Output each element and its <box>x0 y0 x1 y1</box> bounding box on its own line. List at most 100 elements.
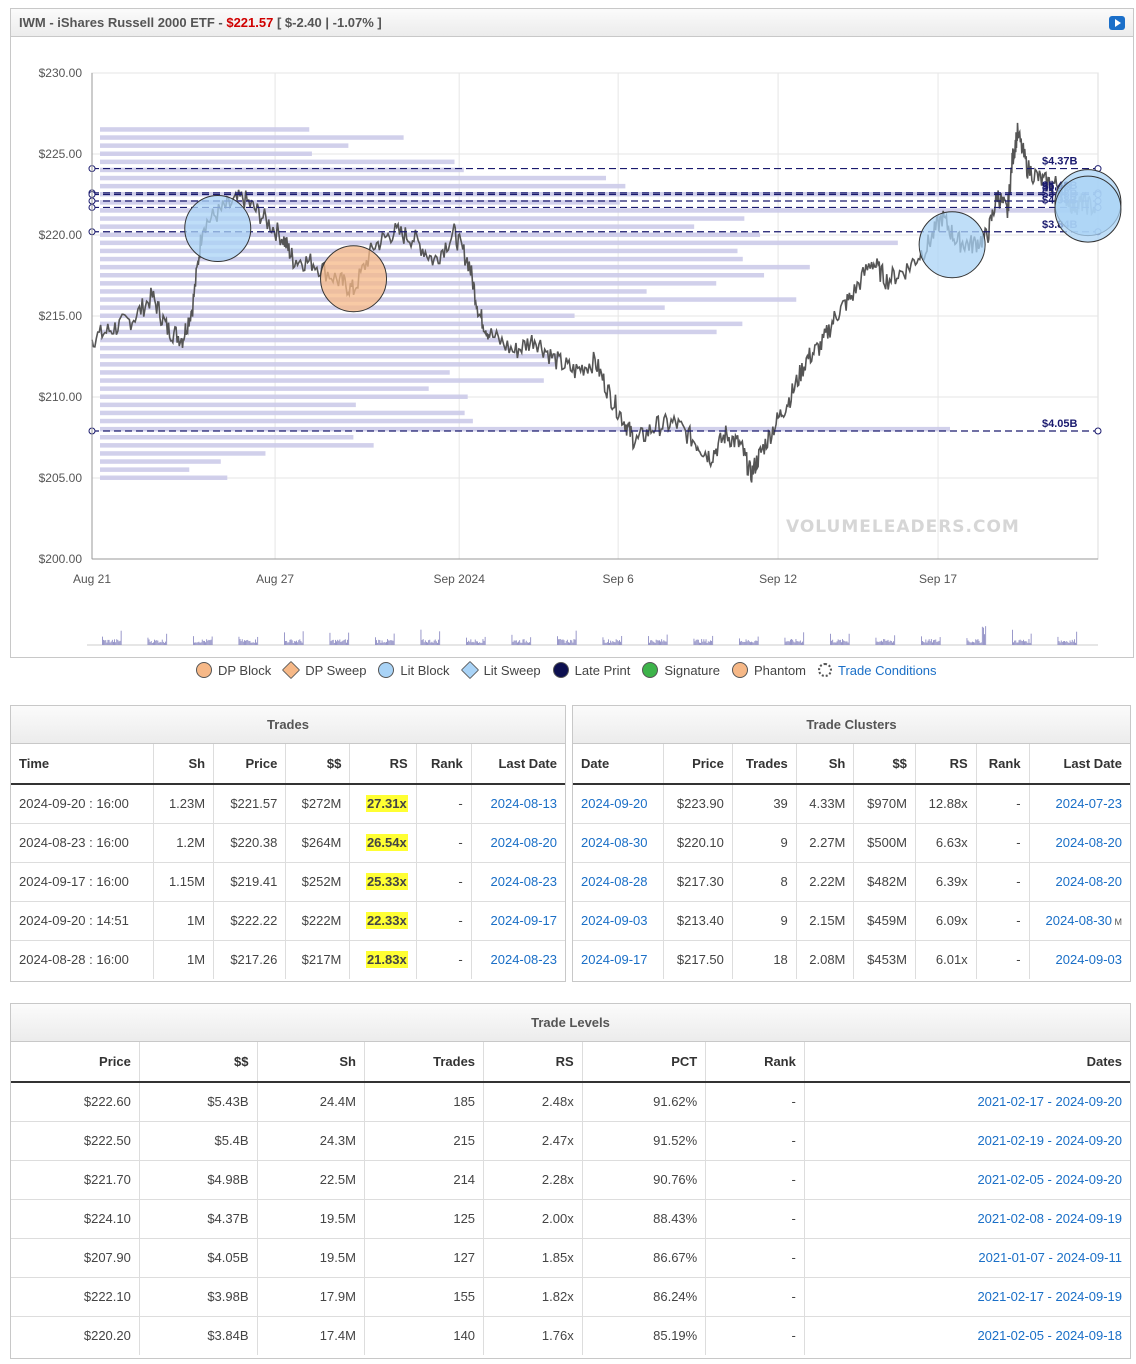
trade-markers[interactable] <box>184 169 1122 313</box>
volume-bar <box>701 639 703 645</box>
clusters-cell: 2024-08-20 <box>1029 822 1130 862</box>
levels-col-rank[interactable]: Rank <box>705 1042 805 1083</box>
levels-cell: 2.28x <box>483 1159 583 1199</box>
volume-bar <box>160 642 162 645</box>
levels-date-link[interactable]: 2021-02-05 - 2024-09-20 <box>977 1172 1122 1187</box>
clusters-col-rank[interactable]: Rank <box>976 744 1030 785</box>
levels-col-price[interactable]: Price <box>11 1042 140 1083</box>
volume-bar <box>423 642 425 645</box>
legend-lit-sweep[interactable]: Lit Sweep <box>460 660 541 680</box>
levels-date-link[interactable]: 2021-02-08 - 2024-09-19 <box>977 1211 1122 1226</box>
clusters-date-link[interactable]: 2024-08-30 <box>581 835 648 850</box>
trade-conditions-link[interactable]: Trade Conditions <box>818 663 937 678</box>
legend-late-print[interactable]: Late Print <box>552 662 630 678</box>
levels-cell: 22.5M <box>257 1159 365 1199</box>
levels-col-[interactable]: $$ <box>139 1042 258 1083</box>
levels-col-trades[interactable]: Trades <box>364 1042 485 1083</box>
levels-date-link[interactable]: 2021-02-05 - 2024-09-18 <box>977 1328 1122 1344</box>
trades-date-link[interactable]: 2024-08-20 <box>490 835 558 850</box>
clusters-col-[interactable]: $$ <box>853 744 916 785</box>
clusters-cell: $500M <box>853 822 916 862</box>
levels-date-link[interactable]: 2021-02-19 - 2024-09-20 <box>977 1133 1122 1148</box>
volume-bar <box>620 641 621 645</box>
volume-bar <box>743 641 745 645</box>
volume-bar <box>106 642 108 645</box>
clusters-date-link[interactable]: 2024-08-30 <box>1045 913 1113 928</box>
volume-bar <box>333 642 335 645</box>
volume-bar <box>481 642 483 645</box>
trades-title: Trades <box>11 706 565 744</box>
volume-bar <box>1066 641 1068 645</box>
clusters-cell: 2024-09-03 <box>573 900 664 940</box>
volume-profile-bar <box>100 370 450 375</box>
clusters-date-link[interactable]: 2024-09-17 <box>581 952 648 968</box>
volume-bar <box>301 642 303 645</box>
volume-bar <box>605 642 607 645</box>
video-icon[interactable] <box>1109 16 1125 30</box>
clusters-date-link[interactable]: 2024-08-20 <box>1055 874 1123 889</box>
trades-date-link[interactable]: 2024-09-17 <box>490 913 558 928</box>
volume-bar <box>344 639 346 645</box>
clusters-date-link[interactable]: 2024-09-20 <box>581 796 648 812</box>
clusters-col-date[interactable]: Date <box>573 744 664 785</box>
trades-date-link[interactable]: 2024-08-13 <box>490 796 558 812</box>
x-tick-label: Aug 27 <box>256 572 294 586</box>
trades-col-rs[interactable]: RS <box>349 744 417 785</box>
volume-profile-bar <box>100 337 503 343</box>
legend-signature[interactable]: Signature <box>642 662 720 678</box>
clusters-date-link[interactable]: 2024-08-20 <box>1055 835 1123 850</box>
clusters-col-rs[interactable]: RS <box>915 744 977 785</box>
levels-date-link[interactable]: 2021-02-17 - 2024-09-19 <box>977 1289 1122 1304</box>
legend-dp-block[interactable]: DP Block <box>196 662 271 678</box>
volume-bar <box>564 642 566 645</box>
levels-cell: 2021-01-07 - 2024-09-11 <box>804 1237 1130 1277</box>
volume-bar <box>484 636 486 645</box>
legend-phantom[interactable]: Phantom <box>731 662 806 678</box>
volume-bar <box>561 640 563 645</box>
levels-col-dates[interactable]: Dates <box>804 1042 1130 1083</box>
clusters-col-last-date[interactable]: Last Date <box>1029 744 1130 785</box>
levels-col-sh[interactable]: Sh <box>257 1042 365 1083</box>
volume-bar <box>253 642 255 645</box>
chart-legend: DP Block DP Sweep Lit Block Lit Sweep La… <box>196 660 949 680</box>
rs-highlight: 26.54x <box>365 834 408 851</box>
clusters-date-link[interactable]: 2024-09-03 <box>581 913 648 928</box>
volume-profile-bar <box>100 426 950 432</box>
volume-bar <box>750 642 751 645</box>
trades-col-sh[interactable]: Sh <box>153 744 215 785</box>
volume-bar <box>930 639 932 645</box>
legend-dp-sweep[interactable]: DP Sweep <box>282 660 366 680</box>
levels-cell: - <box>705 1159 805 1199</box>
volume-bar <box>797 641 799 645</box>
levels-date-link[interactable]: 2021-01-07 - 2024-09-11 <box>978 1250 1122 1265</box>
levels-date-link[interactable]: 2021-02-17 - 2024-09-20 <box>977 1094 1122 1110</box>
volume-bar <box>612 641 614 645</box>
volume-bar <box>847 642 849 645</box>
trades-col-time[interactable]: Time <box>11 744 155 785</box>
trades-col-last-date[interactable]: Last Date <box>471 744 565 785</box>
levels-cell: 90.76% <box>582 1159 707 1199</box>
levels-col-pct[interactable]: PCT <box>582 1042 707 1083</box>
volume-bar <box>973 642 974 645</box>
trades-cell: $252M <box>285 861 351 901</box>
price-chart[interactable]: $4.37B$5.43B$5.4B$3.98B$4.98B$3.84B$4.05… <box>11 38 1133 658</box>
levels-col-rs[interactable]: RS <box>483 1042 583 1083</box>
trades-col-price[interactable]: Price <box>213 744 287 785</box>
trades-date-link[interactable]: 2024-08-23 <box>490 952 558 968</box>
clusters-col-sh[interactable]: Sh <box>796 744 855 785</box>
clusters-date-link[interactable]: 2024-09-03 <box>1055 952 1123 968</box>
legend-lit-block[interactable]: Lit Block <box>378 662 450 678</box>
volume-bar <box>710 640 711 645</box>
volume-bar <box>438 639 439 645</box>
volume-bar <box>194 642 195 645</box>
levels-cell: $222.10 <box>11 1276 140 1316</box>
clusters-date-link[interactable]: 2024-08-28 <box>581 874 648 889</box>
volume-bar <box>666 634 668 645</box>
clusters-col-price[interactable]: Price <box>663 744 733 785</box>
clusters-col-trades[interactable]: Trades <box>732 744 797 785</box>
trades-col-[interactable]: $$ <box>285 744 351 785</box>
trades-date-link[interactable]: 2024-08-23 <box>490 874 558 889</box>
trades-col-rank[interactable]: Rank <box>416 744 472 785</box>
volume-bar <box>886 640 888 645</box>
clusters-date-link[interactable]: 2024-07-23 <box>1055 796 1123 812</box>
